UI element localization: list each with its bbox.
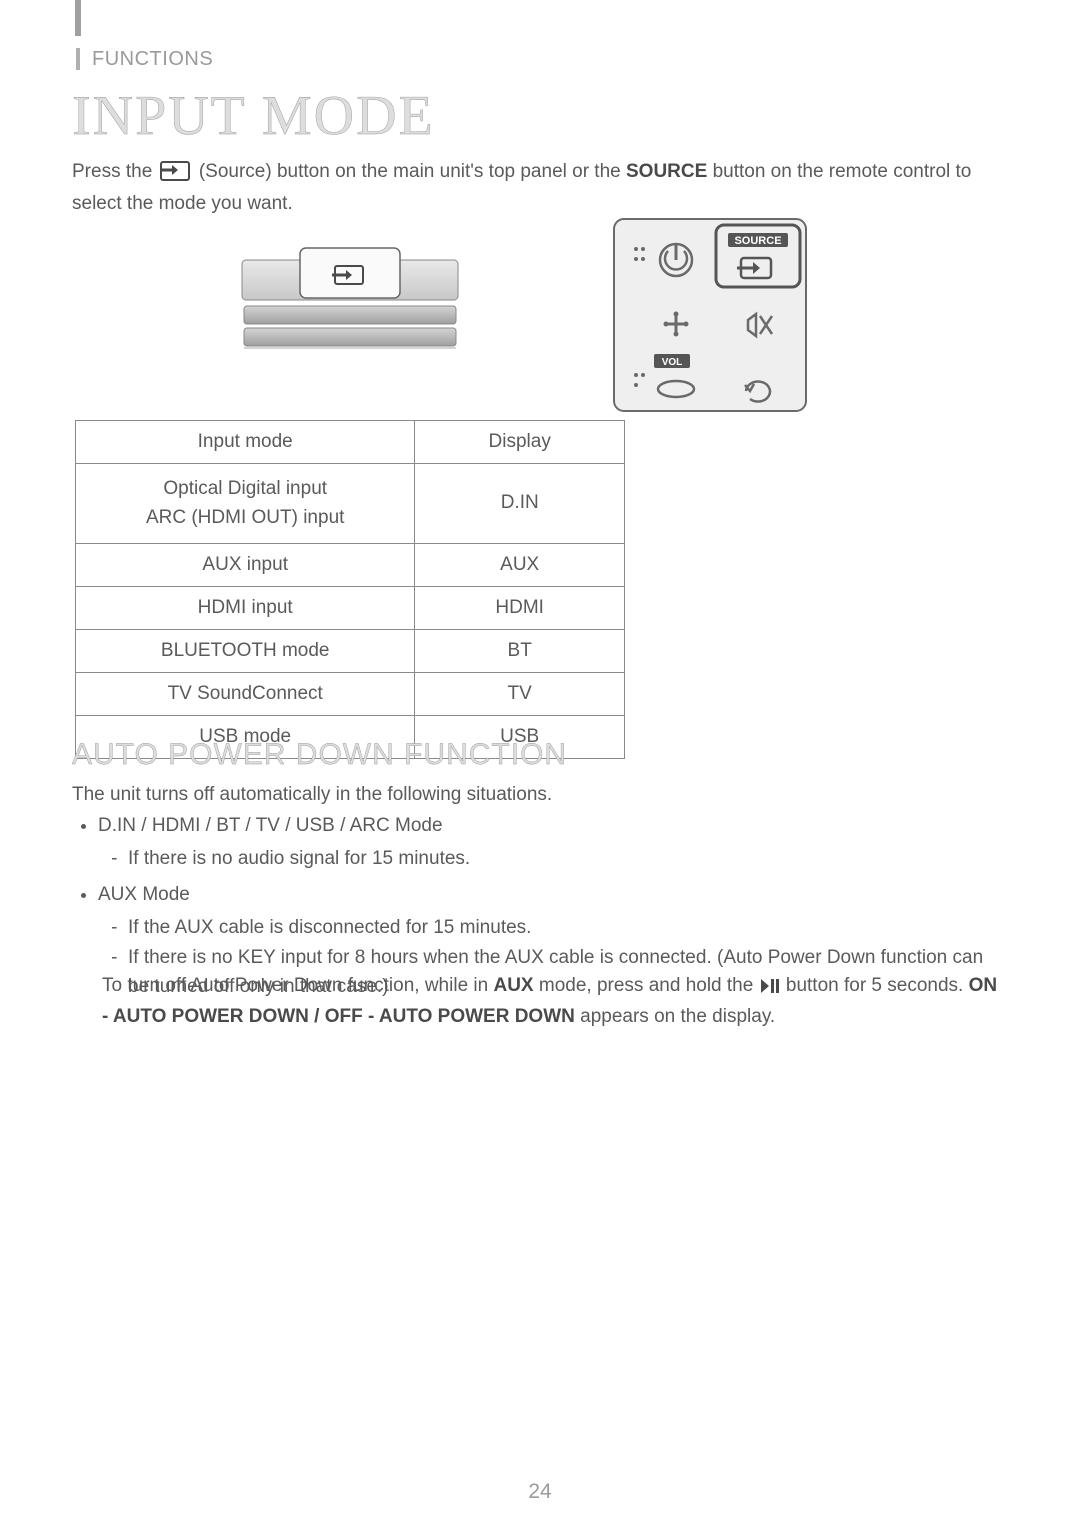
intro-paragraph: Press the (Source) button on the main un… <box>72 158 992 217</box>
note-text: button for 5 seconds. <box>786 975 969 996</box>
remote-source-label: SOURCE <box>734 235 781 247</box>
section-accent-bar <box>75 0 81 36</box>
table-cell-mode: BLUETOOTH mode <box>76 629 415 672</box>
page: FUNCTIONS INPUT MODE Press the (Source) … <box>0 0 1080 1532</box>
source-icon <box>160 159 192 190</box>
note-line2-rest: appears on the display. <box>580 1006 775 1027</box>
note-text: mode, press and hold the <box>539 975 759 996</box>
table-cell-display: AUX <box>415 543 625 586</box>
table-cell-display: TV <box>415 672 625 715</box>
play-pause-icon <box>761 974 779 1003</box>
table-cell-mode: HDMI input <box>76 586 415 629</box>
list-item: D.IN / HDMI / BT / TV / USB / ARC Mode I… <box>98 812 992 873</box>
table-cell-display: BT <box>415 629 625 672</box>
note-aux-word: AUX <box>493 975 533 996</box>
table-cell-mode: AUX input <box>76 543 415 586</box>
remote-diagram: SOURCE VOL <box>610 215 810 415</box>
table-cell-display: D.IN <box>415 464 625 544</box>
table-row: TV SoundConnect TV <box>76 672 625 715</box>
table-cell-display: HDMI <box>415 586 625 629</box>
body-text: The unit turns off automatically in the … <box>72 784 552 806</box>
table-header-mode: Input mode <box>76 421 415 464</box>
note-paragraph: To turn off Auto Power Down function, wh… <box>102 972 1002 1031</box>
table-row: AUX input AUX <box>76 543 625 586</box>
intro-text-mid: (Source) button on the main unit's top p… <box>199 161 626 182</box>
intro-text-pre: Press the <box>72 161 158 182</box>
note-text: To turn off Auto Power Down function, wh… <box>102 975 493 996</box>
page-number: 24 <box>0 1480 1080 1504</box>
table-row: Optical Digital input ARC (HDMI OUT) inp… <box>76 464 625 544</box>
intro-source-word: SOURCE <box>626 161 707 182</box>
remote-vol-label: VOL <box>662 357 683 368</box>
table-row: HDMI input HDMI <box>76 586 625 629</box>
list-sub-item: If the AUX cable is disconnected for 15 … <box>128 914 992 943</box>
input-mode-table: Input mode Display Optical Digital input… <box>75 420 625 759</box>
table-header-display: Display <box>415 421 625 464</box>
table-cell-mode: TV SoundConnect <box>76 672 415 715</box>
section-label-bar <box>76 48 80 70</box>
page-title: INPUT MODE <box>72 84 435 148</box>
table-row: BLUETOOTH mode BT <box>76 629 625 672</box>
list-sub-item: If there is no audio signal for 15 minut… <box>128 845 992 874</box>
main-unit-diagram <box>240 240 460 360</box>
table-cell-mode: Optical Digital input ARC (HDMI OUT) inp… <box>76 464 415 544</box>
subheading-auto-power-down: AUTO POWER DOWN FUNCTION <box>72 738 567 772</box>
section-label: FUNCTIONS <box>92 48 213 71</box>
